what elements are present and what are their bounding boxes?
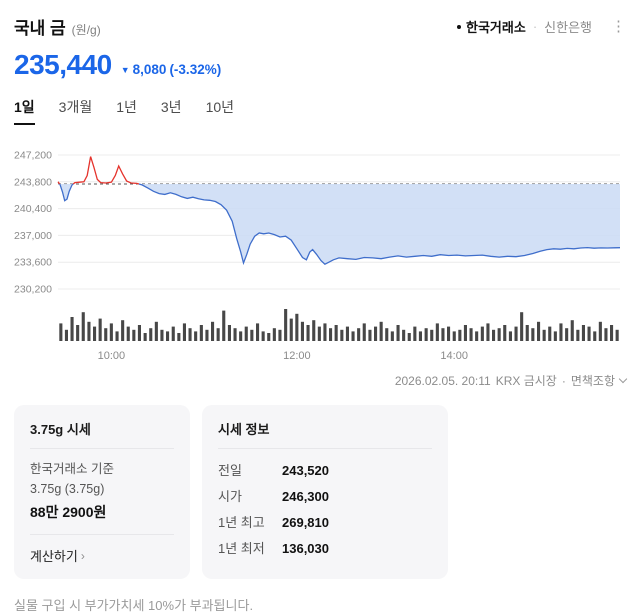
table-row: 1년 최저 136,030 xyxy=(218,538,432,557)
source-selector: 한국거래소 · 신한은행 ⋮ xyxy=(457,17,626,36)
row-value: 136,030 xyxy=(282,541,329,556)
row-label: 시가 xyxy=(218,489,242,504)
row-value: 269,810 xyxy=(282,515,329,530)
source-krx[interactable]: 한국거래소 xyxy=(457,17,526,36)
tab-1day[interactable]: 1일 xyxy=(14,97,35,125)
disclaimer-link[interactable]: 면책조항 xyxy=(570,374,615,388)
row-value: 243,520 xyxy=(282,463,329,478)
svg-text:10:00: 10:00 xyxy=(98,350,126,362)
change-value: 8,080 xyxy=(132,62,167,77)
price-chart-svg[interactable]: 247,200 243,800 240,400 237,000 233,600 230,2… xyxy=(14,141,626,365)
row-value: 246,300 xyxy=(282,489,329,504)
price-unit-label: (원/g) xyxy=(71,23,101,37)
tab-3years[interactable]: 3년 xyxy=(160,99,182,115)
chart-meta-row: 2026.02.05. 20:11 KRX 금시장 · 면책조항 xyxy=(14,372,628,389)
price-chart[interactable]: 247,200 243,800 240,400 237,000 233,600 230,2… xyxy=(14,141,626,370)
tab-1year[interactable]: 1년 xyxy=(116,99,137,115)
chevron-right-icon: › xyxy=(80,548,85,563)
unit-card-body: 한국거래소 기준 3.75g (3.75g) 88만 2900원 xyxy=(30,449,174,523)
unit-card-basis: 한국거래소 기준 xyxy=(30,462,114,476)
source-separator: · xyxy=(532,19,538,34)
meta-separator: · xyxy=(561,373,566,388)
change-percent: (-3.32%) xyxy=(169,62,222,77)
current-price: 235,440 xyxy=(14,49,112,80)
tab-10years[interactable]: 10년 xyxy=(205,99,235,115)
page-title: 국내 금 xyxy=(14,19,66,38)
calculator-link-label: 계산하기 xyxy=(30,549,78,565)
info-cards: 3.75g 시세 한국거래소 기준 3.75g (3.75g) 88만 2900… xyxy=(14,405,626,580)
svg-text:14:00: 14:00 xyxy=(440,350,468,362)
price-row: 235,440 ▼ 8,080 (-3.32%) xyxy=(14,49,626,81)
svg-text:233,600: 233,600 xyxy=(14,257,52,269)
row-label: 전일 xyxy=(218,463,242,478)
header: 국내 금 (원/g) 한국거래소 · 신한은행 ⋮ xyxy=(14,14,626,39)
quote-datetime: 2026.02.05. 20:11 xyxy=(394,373,491,388)
quote-info-title: 시세 정보 xyxy=(218,419,432,449)
chevron-down-icon[interactable] xyxy=(618,374,628,383)
source-krx-label: 한국거래소 xyxy=(466,20,526,35)
more-menu-icon[interactable]: ⋮ xyxy=(611,18,626,35)
unit-card-price: 88만 2900원 xyxy=(30,504,107,520)
calculator-link[interactable]: 계산하기 › xyxy=(30,534,174,565)
source-shinhan[interactable]: 신한은행 xyxy=(544,20,592,35)
tab-3months[interactable]: 3개월 xyxy=(58,99,93,115)
vat-notice: 실물 구입 시 부가가치세 10%가 부과됩니다. xyxy=(14,598,254,614)
price-change: ▼ 8,080 (-3.32%) xyxy=(121,62,221,77)
svg-text:230,200: 230,200 xyxy=(14,284,52,296)
table-row: 전일 243,520 xyxy=(218,460,432,479)
svg-text:243,800: 243,800 xyxy=(14,176,52,188)
svg-text:240,400: 240,400 xyxy=(14,203,52,215)
period-tabs: 1일 3개월 1년 3년 10년 xyxy=(14,97,626,125)
header-title-group: 국내 금 (원/g) xyxy=(14,14,101,39)
svg-text:237,000: 237,000 xyxy=(14,230,52,242)
quote-info-card: 시세 정보 전일 243,520 시가 246,300 1년 최고 269,81… xyxy=(202,405,448,580)
down-arrow-icon: ▼ xyxy=(120,65,130,75)
market-name: KRX 금시장 xyxy=(495,374,557,388)
row-label: 1년 최고 xyxy=(218,515,265,530)
unit-price-card: 3.75g 시세 한국거래소 기준 3.75g (3.75g) 88만 2900… xyxy=(14,405,190,580)
unit-card-weight: 3.75g (3.75g) xyxy=(30,482,105,496)
row-label: 1년 최저 xyxy=(218,541,265,556)
table-row: 시가 246,300 xyxy=(218,486,432,505)
table-row: 1년 최고 269,810 xyxy=(218,512,432,531)
unit-card-title: 3.75g 시세 xyxy=(30,419,174,449)
quote-info-rows: 전일 243,520 시가 246,300 1년 최고 269,810 1년 최… xyxy=(218,449,432,557)
svg-text:12:00: 12:00 xyxy=(283,350,311,362)
svg-text:247,200: 247,200 xyxy=(14,150,52,162)
bullet-icon xyxy=(457,24,461,29)
